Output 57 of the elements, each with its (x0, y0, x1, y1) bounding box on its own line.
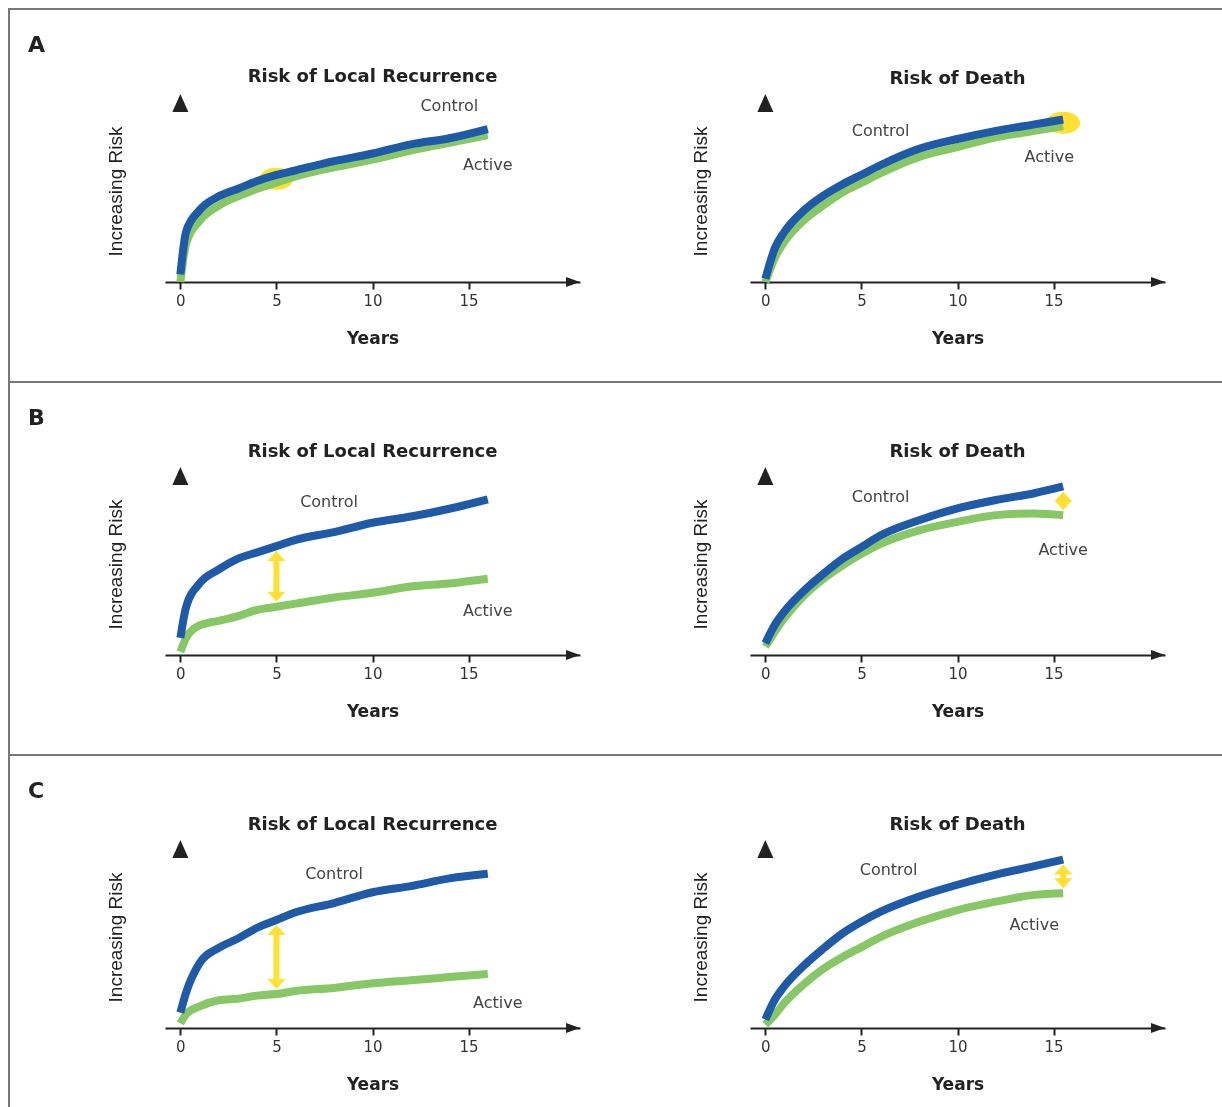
x-tick-label: 5 (857, 664, 867, 683)
series-label: Active (463, 600, 513, 620)
x-tick-label: 10 (948, 1037, 968, 1056)
series-label: Active (473, 993, 523, 1013)
y-axis-title: Increasing Risk (689, 499, 711, 630)
x-tick-label: 5 (857, 291, 867, 310)
y-axis-title: Increasing Risk (104, 126, 126, 257)
y-axis-title: Increasing Risk (689, 126, 711, 257)
text: A (28, 32, 46, 57)
series-label: Active (1009, 914, 1060, 934)
x-tick-label: 15 (1044, 1037, 1064, 1056)
text: C (28, 778, 45, 803)
x-tick-label: 5 (272, 1037, 282, 1056)
x-tick-label: 0 (176, 1037, 186, 1056)
series-label: Control (305, 864, 363, 884)
series-label: Control (851, 121, 910, 140)
chart-title: Risk of Death (889, 67, 1026, 88)
y-axis-title: Increasing Risk (104, 872, 126, 1003)
series-label: Control (851, 487, 910, 507)
x-tick-label: 0 (176, 664, 186, 683)
x-tick-label: 5 (272, 664, 282, 683)
series-label: Active (1038, 540, 1088, 560)
x-axis-title: Years (930, 700, 985, 721)
x-axis-title: Years (345, 327, 400, 348)
x-tick-label: 10 (363, 664, 383, 683)
series-label: Control (859, 859, 918, 879)
chart-title: Risk of Local Recurrence (247, 813, 498, 834)
x-tick-label: 5 (272, 291, 282, 310)
x-tick-label: 15 (459, 291, 479, 310)
x-tick-label: 15 (1044, 291, 1064, 310)
x-axis-title: Years (345, 700, 400, 721)
x-tick-label: 10 (363, 1037, 383, 1056)
chart-title: Risk of Local Recurrence (247, 440, 498, 461)
x-tick-label: 10 (363, 291, 383, 310)
x-tick-label: 0 (176, 291, 186, 310)
chart-title: Risk of Local Recurrence (247, 65, 498, 87)
chart-title: Risk of Death (889, 813, 1026, 834)
x-axis-title: Years (345, 1073, 400, 1094)
x-tick-label: 0 (761, 1037, 771, 1056)
x-tick-label: 0 (761, 291, 771, 310)
x-tick-label: 10 (948, 291, 968, 310)
x-tick-label: 15 (459, 664, 479, 683)
x-tick-label: 5 (857, 1037, 867, 1056)
y-axis-title: Increasing Risk (104, 499, 126, 630)
series-label: Control (300, 492, 358, 512)
series-label: Control (420, 96, 479, 116)
x-tick-label: 15 (459, 1037, 479, 1056)
chart-title: Risk of Death (889, 440, 1026, 461)
x-tick-label: 10 (948, 664, 968, 683)
text: B (28, 405, 45, 430)
x-axis-title: Years (930, 327, 985, 348)
x-axis-title: Years (930, 1073, 985, 1094)
series-label: Active (463, 155, 513, 175)
x-tick-label: 15 (1044, 664, 1064, 683)
series-label: Active (1024, 146, 1075, 166)
x-tick-label: 0 (761, 664, 771, 683)
y-axis-title: Increasing Risk (689, 872, 711, 1003)
